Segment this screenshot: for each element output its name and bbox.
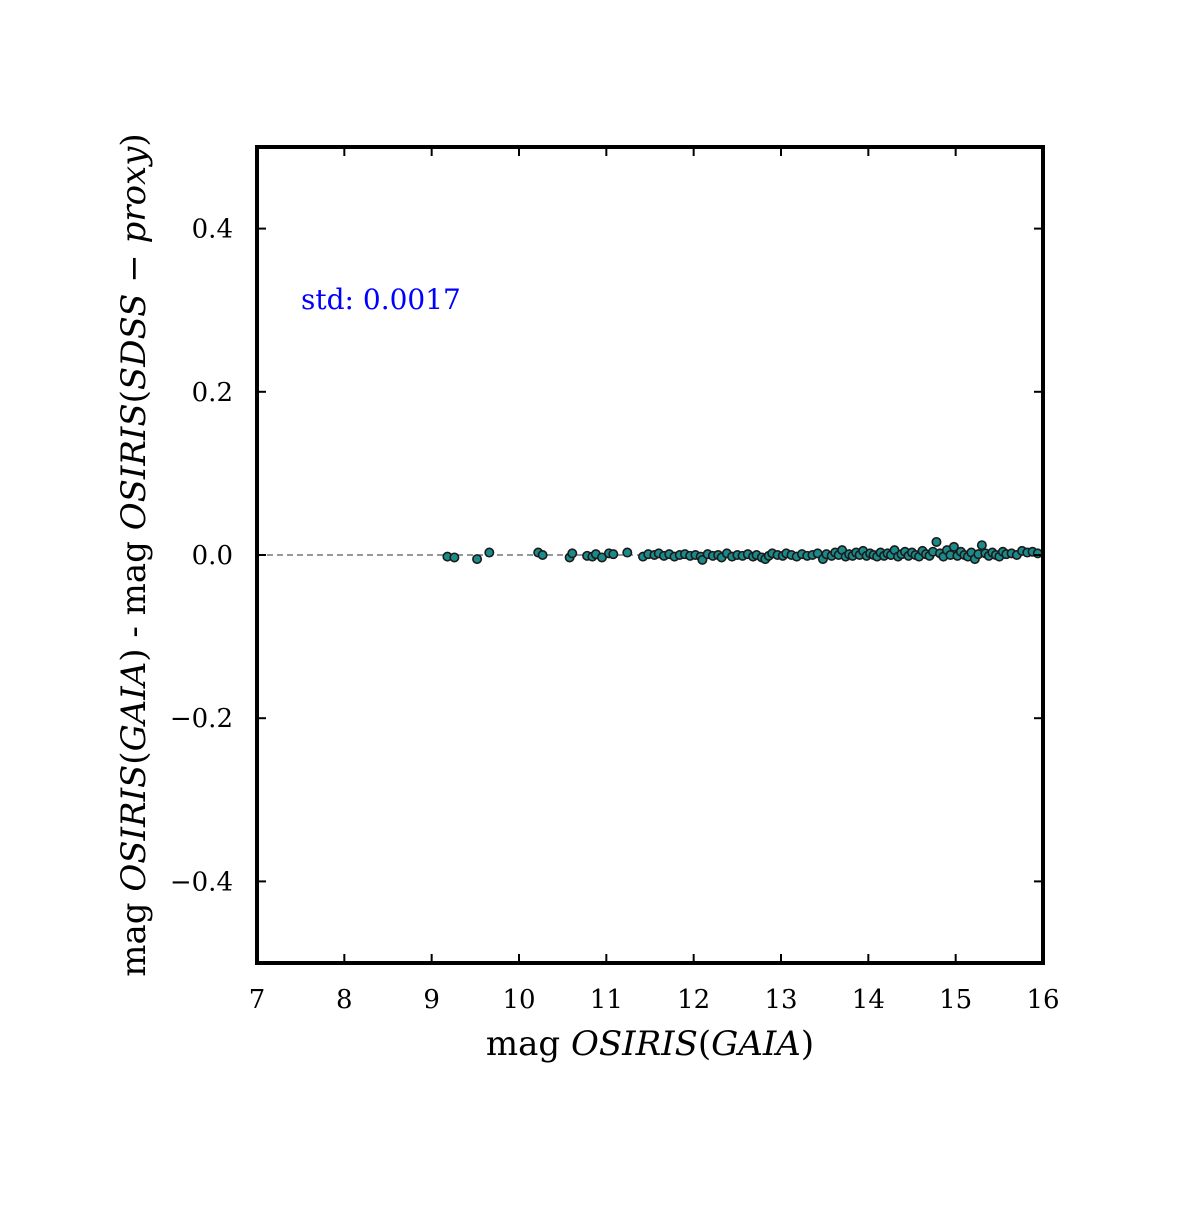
x-tick-label: 11 — [590, 985, 623, 1015]
data-point — [449, 552, 460, 563]
x-tick-label: 10 — [502, 985, 535, 1015]
x-tick-label: 12 — [677, 985, 710, 1015]
x-tick-label: 14 — [852, 985, 885, 1015]
data-point — [622, 547, 633, 558]
data-point — [537, 549, 548, 560]
y-tick-label: 0.2 — [192, 378, 233, 408]
y-tick-label: −0.4 — [170, 867, 233, 897]
data-point — [567, 548, 578, 559]
data-point — [472, 554, 483, 565]
x-tick-label: 15 — [939, 985, 972, 1015]
x-tick-label: 16 — [1026, 985, 1059, 1015]
x-tick-label: 7 — [249, 985, 266, 1015]
y-axis-label: mag OSIRIS(GAIA) - mag OSIRIS(SDSS − pro… — [114, 133, 154, 976]
y-tick-label: −0.2 — [170, 704, 233, 734]
data-point — [1032, 548, 1043, 559]
ticks-group: 7 8 9 10 11 12 13 14 15 16 −0.4 −0.2 0.0 0.2 0.4 — [170, 147, 1060, 1015]
y-tick-label: 0.0 — [192, 541, 233, 571]
data-point — [931, 536, 942, 547]
data-point — [948, 541, 959, 552]
x-axis-label: mag OSIRIS(GAIA) — [486, 1024, 814, 1064]
y-tick-label: 0.4 — [192, 215, 233, 245]
x-tick-label: 13 — [764, 985, 797, 1015]
data-point — [976, 540, 987, 551]
x-tick-label: 9 — [423, 985, 440, 1015]
data-points-group — [442, 536, 1043, 565]
std-annotation: std: 0.0017 — [301, 283, 461, 316]
data-point — [608, 549, 619, 560]
x-tick-label: 8 — [336, 985, 353, 1015]
data-point — [484, 547, 495, 558]
